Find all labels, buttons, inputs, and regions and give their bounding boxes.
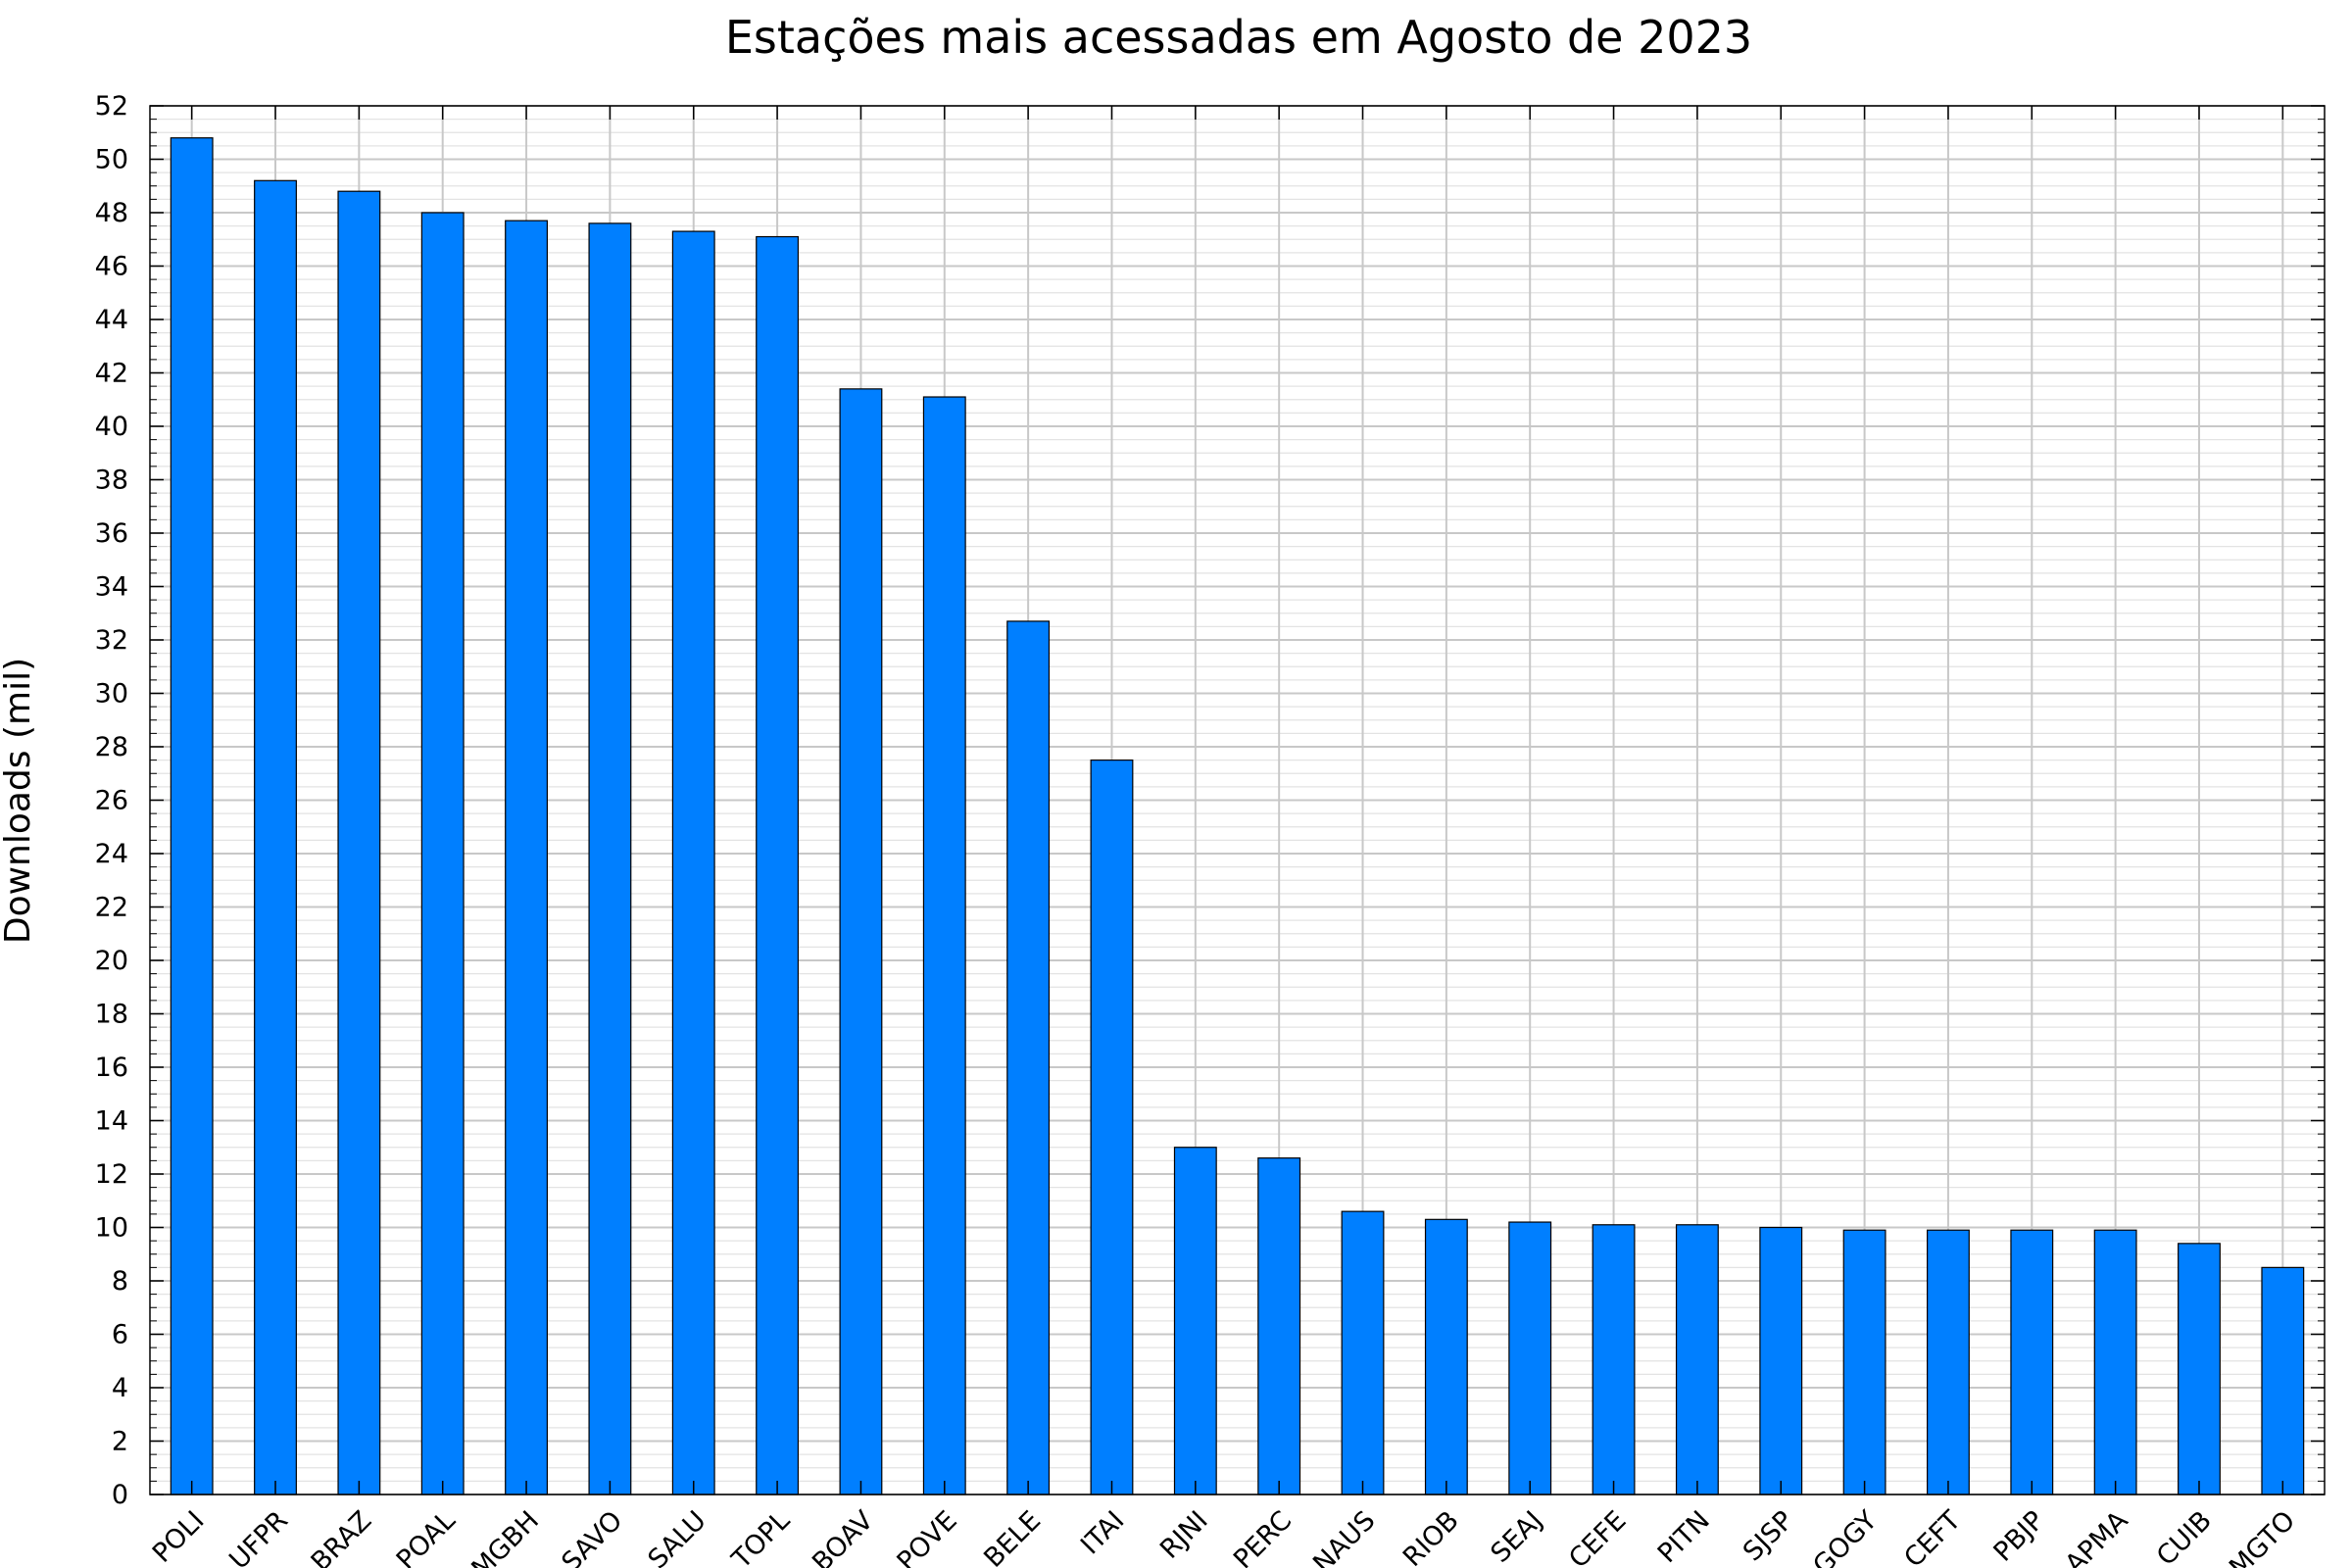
x-tick-label-braz: BRAZ (306, 1505, 378, 1568)
y-tick-label: 46 (95, 252, 128, 282)
y-tick-label: 42 (95, 359, 128, 389)
x-tick-label-cefe: CEFE (1563, 1505, 1632, 1568)
bar-pbjp (2010, 1229, 2054, 1495)
x-tick-label-savo: SAVO (556, 1505, 628, 1568)
bar-poal (420, 212, 465, 1495)
y-tick-label: 24 (95, 839, 128, 869)
y-tick-label: 50 (95, 145, 128, 175)
x-tick-label-pitn: PITN (1652, 1505, 1716, 1568)
x-tick-label-poal: POAL (391, 1505, 462, 1568)
x-tick-label-topl: TOPL (726, 1505, 796, 1568)
bar-ufpr (254, 179, 297, 1495)
bar-poli (170, 137, 214, 1495)
y-tick-label: 6 (112, 1320, 128, 1350)
x-tick-label-poli: POLI (147, 1505, 211, 1568)
bar-topl (756, 235, 800, 1495)
y-tick-label: 48 (95, 198, 128, 228)
x-tick-label-salu: SALU (643, 1505, 712, 1568)
y-tick-label: 16 (95, 1053, 128, 1083)
bar-sjsp (1759, 1226, 1803, 1495)
bar-seaj (1508, 1221, 1552, 1495)
y-tick-label: 20 (95, 946, 128, 976)
x-tick-label-gogy: GOGY (1807, 1505, 1884, 1568)
x-tick-label-naus: NAUS (1307, 1505, 1381, 1568)
bar-mgto (2261, 1266, 2305, 1495)
bar-pitn (1675, 1224, 1719, 1495)
bar-perc (1257, 1157, 1301, 1495)
x-tick-label-ceft: CEFT (1898, 1505, 1967, 1568)
x-tick-label-perc: PERC (1228, 1505, 1298, 1568)
bar-ceft (1927, 1229, 1970, 1495)
y-tick-label: 34 (95, 572, 128, 603)
y-tick-label: 44 (95, 305, 128, 335)
x-tick-label-apma: APMA (2060, 1505, 2134, 1568)
y-tick-label: 52 (95, 91, 128, 122)
chart-title: Estações mais acessadas em Agosto de 202… (725, 11, 1752, 64)
bars (170, 137, 2305, 1495)
x-tick-label-itai: ITAI (1075, 1505, 1130, 1560)
x-tick-label-cuib: CUIB (2151, 1505, 2218, 1568)
x-tick-label-boav: BOAV (807, 1505, 880, 1568)
y-tick-label: 26 (95, 786, 128, 816)
x-tick-label-mgto: MGTO (2224, 1505, 2301, 1568)
y-tick-labels: 0246810121416182022242628303234363840424… (95, 91, 128, 1510)
bar-mgbh (505, 220, 548, 1495)
y-tick-label: 32 (95, 625, 128, 656)
bar-riob (1424, 1218, 1468, 1495)
x-tick-label-sjsp: SJSP (1738, 1505, 1799, 1567)
y-tick-label: 38 (95, 466, 128, 496)
x-tick-label-seaj: SEAJ (1485, 1505, 1548, 1568)
bar-naus (1341, 1210, 1385, 1495)
y-tick-label: 22 (95, 893, 128, 923)
bar-rjni (1173, 1147, 1217, 1495)
y-tick-label: 18 (95, 1000, 128, 1030)
bar-cuib (2178, 1243, 2221, 1495)
x-tick-labels: POLI UFPR BRAZ POAL MGBH SAVO SALU TOPL BOAV POVE… (147, 1505, 2301, 1568)
bar-apma (2093, 1229, 2137, 1495)
bar-itai (1090, 760, 1134, 1495)
y-tick-label: 14 (95, 1106, 128, 1137)
x-tick-label-mgbh: MGBH (466, 1505, 545, 1568)
y-tick-label: 40 (95, 412, 128, 442)
bar-bele (1006, 620, 1051, 1495)
y-tick-label: 0 (112, 1480, 128, 1510)
y-tick-label: 4 (112, 1373, 128, 1403)
y-tick-label: 30 (95, 679, 128, 710)
y-tick-label: 8 (112, 1266, 128, 1297)
bar-boav (839, 388, 883, 1495)
bar-pove (922, 396, 966, 1495)
x-tick-label-pove: POVE (891, 1505, 962, 1568)
bar-braz (337, 190, 381, 1495)
x-tick-label-pbjp: PBJP (1988, 1505, 2051, 1568)
y-axis-label: Downloads (mil) (0, 658, 38, 944)
x-tick-label-rjni: RJNI (1154, 1505, 1214, 1565)
y-tick-label: 36 (95, 518, 128, 549)
bar-gogy (1842, 1229, 1886, 1495)
x-tick-label-riob: RIOB (1397, 1505, 1465, 1568)
bar-cefe (1592, 1224, 1636, 1495)
bar-salu (671, 230, 715, 1495)
y-tick-label: 28 (95, 732, 128, 762)
bar-savo (588, 222, 632, 1495)
x-tick-label-ufpr: UFPR (223, 1505, 294, 1568)
y-tick-label: 10 (95, 1213, 128, 1244)
grid (150, 105, 2325, 1495)
y-tick-label: 12 (95, 1159, 128, 1190)
ticks (150, 105, 2325, 1495)
x-tick-label-bele: BELE (978, 1505, 1047, 1568)
y-tick-label: 2 (112, 1427, 128, 1457)
